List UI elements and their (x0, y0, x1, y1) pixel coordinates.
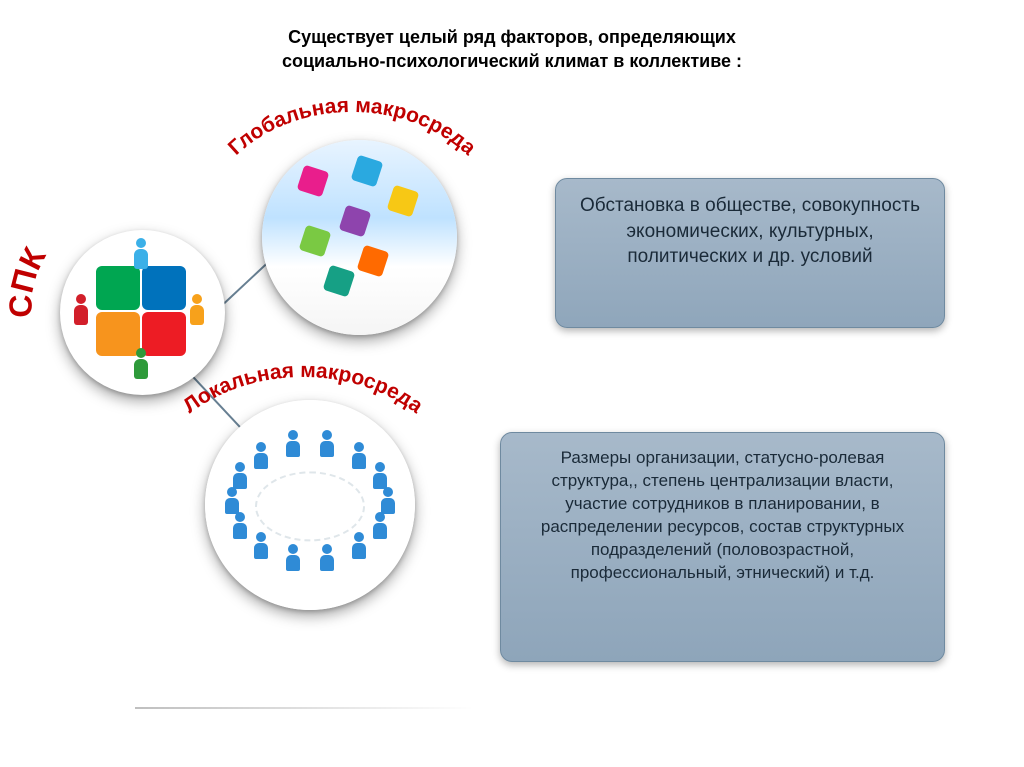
title-line1: Существует целый ряд факторов, определяю… (288, 27, 736, 47)
global-macro-description: Обстановка в обществе, совокупность экон… (555, 178, 945, 328)
local-macro-node (205, 400, 415, 610)
global-macro-node (262, 140, 457, 335)
local-box-text: Размеры организации, статусно-ролевая ст… (541, 448, 904, 582)
global-box-text: Обстановка в обществе, совокупность экон… (580, 195, 920, 267)
diagram-title: Существует целый ряд факторов, определяю… (0, 25, 1024, 74)
sky-puzzle-icon (262, 140, 457, 335)
svg-text:СПК: СПК (2, 241, 52, 318)
people-circle-icon (205, 400, 415, 610)
footer-divider (135, 707, 474, 709)
puzzle-people-icon (60, 230, 225, 395)
title-line2: социально-психологический климат в колле… (282, 51, 742, 71)
local-macro-description: Размеры организации, статусно-ролевая ст… (500, 432, 945, 662)
central-node (60, 230, 225, 395)
